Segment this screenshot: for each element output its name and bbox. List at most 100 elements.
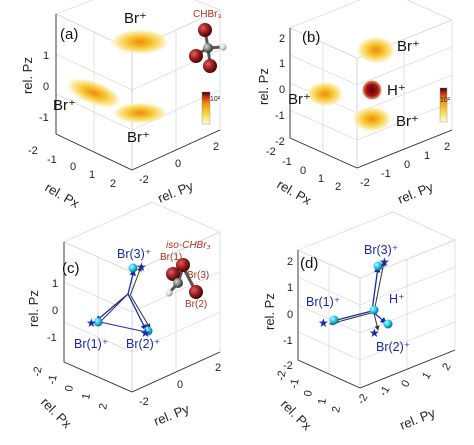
a-z-axis-label: rel. Pz [20,57,35,94]
b-x-tick-m1: -1 [282,156,292,168]
d-x-axis-label: rel. Px [278,397,315,434]
b-x-axis-label: rel. Px [275,177,315,209]
b-x-tick-1: 1 [318,173,324,185]
a-z-tick-0: 0 [43,81,49,93]
heat-spot-br-bottom [112,102,168,124]
b-y-axis-label: rel. Py [396,179,436,207]
sphere-br2 [143,326,153,336]
c-z-tick-0: 0 [52,305,58,317]
sphere-br1-d [329,315,339,325]
ion-label-h: H⁺ [387,82,406,99]
b-z-tick-2: 2 [279,33,285,45]
atom-label-br3: Br(3) [187,270,209,281]
c-z-axis-label: rel. Pz [26,290,41,327]
c-y-tick-m2: -2 [139,396,149,408]
b-z-axis-label: rel. Pz [256,68,271,105]
d-y-tick-m1: -1 [377,384,392,398]
heat-spot-h [362,80,382,100]
heat-spot-br-top-b [356,36,396,64]
d-y-tick-m2: -2 [355,392,370,406]
b-x-tick-m2: -2 [266,146,276,158]
c-x-tick-1: 1 [80,392,93,400]
panel-a-box [55,0,221,171]
d-x-tick-m1: -1 [288,378,302,390]
a-x-tick-2: 2 [110,178,116,190]
panel-d-box [297,211,456,389]
star-br3: ★ [136,260,147,274]
panel-b: (b) Br⁺ Br⁺ H⁺ Br⁺ 10² 2 1 0 -1 -2 rel. … [256,0,453,209]
ion-label-br1-c: Br(1)⁺ [74,337,108,351]
ion-label-br-left-b: Br⁺ [288,91,311,108]
b-y-tick-0: 0 [404,159,410,171]
panel-d-label: (d) [300,255,318,272]
b-x-tick-0: 0 [300,165,306,177]
panel-c-label: (c) [62,260,80,277]
b-y-tick-2: 2 [444,141,450,153]
panel-a: (a) Br⁺ Br⁺ Br⁺ CHBr₃ 10² 1 0 -1 rel. Pz… [20,0,227,211]
panel-c: ★ ★ ★ (c) Br(3)⁺ Br(1)⁺ Br(2)⁺ iso-CHBr₃… [26,201,221,432]
a-y-tick-0: 0 [175,158,181,170]
a-y-tick-2: 2 [213,141,219,153]
a-z-tick-m1: -1 [39,112,49,124]
c-y-tick-0: 0 [177,379,183,391]
ion-label-br2-c: Br(2)⁺ [126,337,160,351]
d-z-tick-2: 2 [287,256,293,268]
d-x-tick-0: 0 [302,389,315,397]
d-z-axis-label: rel. Pz [262,293,277,330]
a-x-tick-m1: -1 [47,154,57,166]
c-y-tick-2: 2 [215,362,221,374]
d-z-tick-m1: -1 [283,335,293,347]
c-z-tick-m1: -1 [47,332,57,344]
a-x-axis-label: rel. Px [43,180,83,212]
ion-label-br-bottom-b: Br⁺ [396,113,419,130]
ion-label-h-d: H⁺ [389,292,405,306]
colorbar-a-label: 10² [210,96,221,103]
panel-b-box [289,0,453,169]
c-x-tick-m1: -1 [46,374,60,386]
b-z-tick-0: 0 [279,84,285,96]
d-y-axis-label: rel. Py [398,405,438,433]
c-x-tick-m2: -2 [31,366,45,378]
ion-label-br-bottom: Br⁺ [127,129,150,146]
heat-spot-br-top [110,29,170,55]
panel-a-label: (a) [60,26,78,43]
atom-label-br1: Br(1) [160,252,182,263]
b-z-tick-1: 1 [279,58,285,70]
d-x-tick-1: 1 [316,397,329,405]
d-z-tick-0: 0 [287,309,293,321]
ion-label-br3-c: Br(3)⁺ [117,247,151,261]
a-x-tick-0: 0 [70,161,76,173]
c-z-tick-1: 1 [52,278,58,290]
vector-diagram-d: ★ ★ ★ [318,255,393,340]
heat-spot-br-left-b [306,81,344,107]
star-br3-d: ★ [379,255,390,269]
sphere-br2-d [383,319,393,329]
vector-diagram-c: ★ ★ ★ [86,260,153,340]
star-br1-d: ★ [318,316,329,330]
molecule-iso-chbr3: iso-CHBr₃ Br(1) Br(3) Br(2) [160,240,211,310]
b-y-tick-1: 1 [424,150,430,162]
c-x-axis-label: rel. Px [38,395,75,432]
star-br2: ★ [140,326,151,340]
star-br1: ★ [86,316,97,330]
d-x-tick-m2: -2 [275,370,289,382]
c-x-tick-2: 2 [97,402,110,410]
molecule-label-iso-chbr3: iso-CHBr₃ [166,240,211,251]
ion-label-br2-d: Br(2)⁺ [376,340,410,354]
colorbar-a: 10² [201,91,221,125]
heat-spot-br-left [65,77,123,109]
d-x-tick-2: 2 [330,405,343,413]
b-y-tick-m1: -1 [381,168,391,180]
heat-spot-br-bottom-b [352,106,392,132]
ion-label-br-top-b: Br⁺ [397,38,420,55]
d-z-tick-m2: -2 [283,360,293,372]
ion-label-br3-d: Br(3)⁺ [364,243,398,257]
sphere-br3 [128,263,138,273]
ion-label-br-top: Br⁺ [124,10,147,27]
d-z-tick-1: 1 [287,282,293,294]
a-x-tick-1: 1 [89,169,95,181]
c-y-axis-label: rel. Py [152,401,192,429]
a-z-tick-1: 1 [43,50,49,62]
colorbar-b-label: 10² [440,97,451,104]
